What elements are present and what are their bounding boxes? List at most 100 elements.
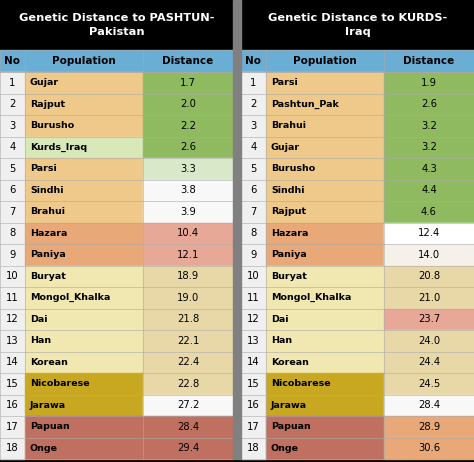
Bar: [0, 416, 25, 438]
Bar: [266, 158, 384, 180]
Text: 24.4: 24.4: [418, 357, 440, 367]
Bar: [384, 373, 474, 395]
Text: Onge: Onge: [30, 444, 58, 453]
Text: Parsi: Parsi: [271, 78, 298, 87]
Bar: [143, 115, 233, 136]
Bar: [25, 416, 143, 438]
Text: Onge: Onge: [271, 444, 299, 453]
Text: Mongol_Khalka: Mongol_Khalka: [30, 293, 110, 302]
Text: 7: 7: [9, 207, 16, 217]
Bar: [0, 223, 25, 244]
Bar: [25, 115, 143, 136]
Bar: [143, 287, 233, 309]
Text: 3: 3: [9, 121, 16, 131]
Bar: [241, 244, 266, 266]
Bar: [143, 180, 233, 201]
Bar: [0, 438, 25, 459]
Text: 8: 8: [250, 228, 256, 238]
Text: Jarawa: Jarawa: [271, 401, 307, 410]
Bar: [266, 223, 384, 244]
Text: 21.0: 21.0: [418, 293, 440, 303]
Text: 12.4: 12.4: [418, 228, 440, 238]
Text: 24.5: 24.5: [418, 379, 440, 389]
Bar: [241, 352, 266, 373]
Bar: [0, 373, 25, 395]
Text: 4: 4: [250, 142, 256, 152]
Bar: [266, 72, 384, 93]
Bar: [266, 201, 384, 223]
Bar: [384, 115, 474, 136]
Text: 10: 10: [247, 271, 260, 281]
Bar: [384, 266, 474, 287]
Bar: [266, 136, 384, 158]
Bar: [266, 266, 384, 287]
Text: 12: 12: [247, 314, 260, 324]
Bar: [143, 136, 233, 158]
Text: 10: 10: [6, 271, 19, 281]
Bar: [0, 244, 25, 266]
Text: 18.9: 18.9: [177, 271, 199, 281]
Text: 14: 14: [6, 357, 19, 367]
Bar: [241, 330, 266, 352]
Bar: [241, 223, 266, 244]
Text: 12.1: 12.1: [177, 250, 199, 260]
Bar: [143, 244, 233, 266]
Text: 17: 17: [6, 422, 19, 432]
Bar: [384, 309, 474, 330]
Text: 18: 18: [247, 443, 260, 453]
Bar: [25, 395, 143, 416]
Bar: [241, 416, 266, 438]
Text: Distance: Distance: [163, 56, 214, 66]
Bar: [266, 115, 384, 136]
Text: 1.9: 1.9: [421, 78, 437, 88]
Bar: [384, 180, 474, 201]
Text: No: No: [4, 56, 20, 66]
Bar: [384, 201, 474, 223]
Bar: [0, 287, 25, 309]
Bar: [143, 72, 233, 93]
Bar: [0, 352, 25, 373]
Bar: [241, 395, 266, 416]
Text: 24.0: 24.0: [418, 336, 440, 346]
Text: 2: 2: [9, 99, 16, 109]
Text: 3.9: 3.9: [180, 207, 196, 217]
Text: Burusho: Burusho: [30, 121, 74, 130]
Text: Hazara: Hazara: [30, 229, 67, 238]
Text: 2.6: 2.6: [421, 99, 437, 109]
Text: Dai: Dai: [30, 315, 47, 324]
Text: Sindhi: Sindhi: [271, 186, 304, 195]
Bar: [0, 395, 25, 416]
Bar: [241, 201, 266, 223]
Bar: [266, 93, 384, 115]
Text: Population: Population: [52, 56, 116, 66]
Text: 17: 17: [247, 422, 260, 432]
Bar: [384, 416, 474, 438]
Text: 2: 2: [250, 99, 257, 109]
Text: Papuan: Papuan: [271, 422, 311, 431]
Text: 14: 14: [247, 357, 260, 367]
Text: Nicobarese: Nicobarese: [30, 379, 90, 388]
Text: Population: Population: [293, 56, 357, 66]
Text: Kurds_Iraq: Kurds_Iraq: [30, 143, 87, 152]
Bar: [241, 0, 474, 50]
Text: 11: 11: [6, 293, 19, 303]
Bar: [25, 201, 143, 223]
Text: Brahui: Brahui: [271, 121, 306, 130]
Bar: [25, 72, 143, 93]
Bar: [25, 136, 143, 158]
Text: 5: 5: [9, 164, 16, 174]
Text: 10.4: 10.4: [177, 228, 199, 238]
Bar: [266, 287, 384, 309]
Text: 16: 16: [247, 400, 260, 410]
Text: 9: 9: [9, 250, 16, 260]
Text: Dai: Dai: [271, 315, 289, 324]
Text: 15: 15: [247, 379, 260, 389]
Text: Buryat: Buryat: [30, 272, 66, 281]
Bar: [266, 416, 384, 438]
Bar: [384, 72, 474, 93]
Bar: [143, 352, 233, 373]
Text: 27.2: 27.2: [177, 400, 199, 410]
Bar: [143, 266, 233, 287]
Text: Parsi: Parsi: [30, 164, 57, 173]
Bar: [25, 309, 143, 330]
